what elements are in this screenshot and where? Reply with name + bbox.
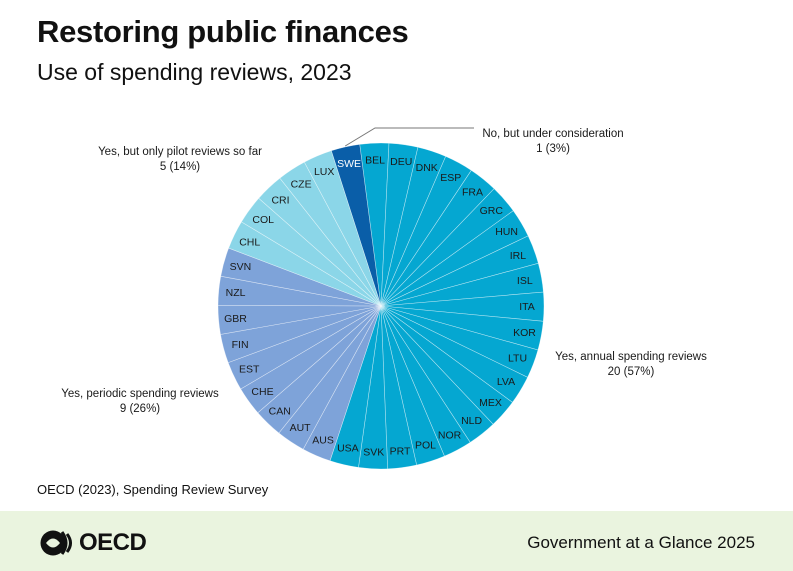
category-label-annual-name: Yes, annual spending reviews	[555, 351, 707, 363]
slice-label-isl: ISL	[517, 275, 533, 287]
slice-label-prt: PRT	[390, 445, 411, 457]
category-label-no-consideration-name: No, but under consideration	[482, 128, 623, 140]
slice-label-fin: FIN	[232, 339, 249, 351]
slice-label-aut: AUT	[290, 422, 312, 434]
slice-label-gbr: GBR	[224, 313, 247, 325]
chart-subtitle: Use of spending reviews, 2023	[37, 59, 352, 85]
slice-label-fra: FRA	[462, 187, 483, 199]
slice-label-mex: MEX	[479, 397, 502, 409]
pie-slices	[217, 142, 545, 470]
slice-label-hun: HUN	[495, 226, 518, 238]
slice-label-nld: NLD	[461, 415, 482, 427]
slice-label-cri: CRI	[271, 195, 289, 207]
category-label-annual-value: 20 (57%)	[608, 366, 655, 378]
category-label-periodic-value: 9 (26%)	[120, 403, 160, 415]
publication-title: Government at a Glance 2025	[527, 533, 755, 552]
slice-label-can: CAN	[269, 406, 291, 418]
slice-label-deu: DEU	[390, 156, 412, 168]
slice-label-che: CHE	[251, 386, 273, 398]
slice-label-usa: USA	[337, 443, 359, 455]
slice-label-swe: SWE	[337, 158, 361, 170]
oecd-logo-text: OECD	[79, 529, 147, 556]
slice-label-grc: GRC	[480, 205, 504, 217]
slice-label-lux: LUX	[314, 166, 334, 178]
oecd-logo: OECD	[40, 528, 147, 558]
category-labels: No, but under consideration 1 (3%) Yes, an…	[61, 127, 707, 415]
slice-label-irl: IRL	[510, 250, 527, 262]
chart-title: Restoring public finances	[37, 14, 409, 49]
slice-label-svn: SVN	[230, 261, 252, 273]
slice-label-nzl: NZL	[226, 287, 246, 299]
slice-label-col: COL	[252, 214, 274, 226]
slice-label-nor: NOR	[438, 429, 462, 441]
slice-label-ita: ITA	[519, 301, 535, 313]
source-note: OECD (2023), Spending Review Survey	[37, 482, 269, 497]
slice-label-dnk: DNK	[416, 162, 438, 174]
slice-label-svk: SVK	[363, 446, 384, 458]
pie-slice-lux	[303, 150, 382, 307]
category-label-pilot-name: Yes, but only pilot reviews so far	[98, 146, 262, 158]
category-label-pilot-value: 5 (14%)	[160, 161, 200, 173]
slice-label-ltu: LTU	[508, 352, 527, 364]
slice-label-pol: POL	[415, 440, 436, 452]
slice-label-est: EST	[239, 363, 260, 375]
slice-label-aus: AUS	[312, 435, 334, 447]
slice-label-esp: ESP	[440, 172, 461, 184]
slice-label-chl: CHL	[239, 237, 260, 249]
slice-label-kor: KOR	[513, 327, 536, 339]
category-label-periodic-name: Yes, periodic spending reviews	[61, 388, 219, 400]
oecd-logo-icon	[40, 530, 72, 556]
leader-line-no-consideration	[344, 127, 474, 147]
footer-bar: OECD Government at a Glance 2025	[0, 511, 793, 571]
category-label-no-consideration-value: 1 (3%)	[536, 143, 570, 155]
slice-label-cze: CZE	[291, 178, 312, 190]
slice-label-lva: LVA	[497, 376, 515, 388]
slice-label-bel: BEL	[365, 155, 385, 167]
